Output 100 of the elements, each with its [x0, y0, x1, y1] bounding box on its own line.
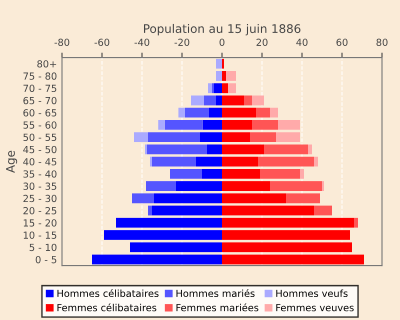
bar [200, 132, 222, 142]
y-tick-label: 10 - 15 [24, 231, 56, 239]
x-tick-label: 60 [336, 38, 348, 46]
bar [222, 218, 354, 228]
bar [222, 156, 258, 166]
bar [170, 168, 202, 179]
bar [154, 193, 222, 204]
bar [148, 206, 152, 216]
legend-label: Hommes mariés [176, 289, 255, 298]
y-tick-label: 15 - 20 [24, 219, 56, 227]
bar [222, 181, 270, 191]
legend-label: Hommes veufs [276, 290, 348, 298]
bar [222, 71, 226, 81]
x-tick-label: 0 [220, 38, 224, 46]
bar [116, 218, 222, 228]
bar [222, 83, 228, 94]
bar [134, 132, 148, 142]
bar [152, 156, 196, 166]
bar [178, 108, 185, 118]
y-tick-label: 75 - 80 [24, 72, 56, 80]
y-tick-label: 0 - 5 [36, 256, 56, 264]
x-tick-label: -40 [134, 38, 150, 46]
bar [314, 206, 332, 216]
bar [258, 156, 314, 166]
bar [222, 242, 352, 252]
bar [202, 168, 222, 179]
bar [209, 108, 222, 118]
x-tick-label: 20 [256, 38, 268, 46]
y-tick-label: 65 - 70 [23, 96, 56, 104]
bar [270, 181, 322, 191]
bar [300, 168, 304, 179]
y-tick-label: 50 - 55 [23, 134, 56, 141]
y-tick-label: 45 - 50 [23, 146, 56, 154]
bar [256, 108, 270, 118]
bar [158, 120, 165, 130]
bar [222, 96, 244, 106]
bar [354, 218, 358, 228]
bar [147, 144, 207, 154]
bar [252, 120, 278, 130]
bar [92, 254, 222, 264]
x-axis-title: Population au 15 juin 1886 [144, 24, 300, 36]
y-tick-label: 25 - 30 [23, 194, 56, 202]
bar [222, 132, 250, 142]
bar [226, 71, 236, 81]
legend-label: Hommes célibataires [57, 289, 159, 298]
y-tick-label: 20 - 25 [23, 207, 56, 214]
y-tick-label: 55 - 60 [23, 121, 56, 129]
bar [222, 254, 364, 264]
bar [185, 108, 209, 118]
bar [314, 156, 318, 166]
y-axis-title: Age [6, 150, 18, 173]
bar [278, 120, 300, 130]
legend-label: Femmes mariées [176, 303, 258, 312]
bar [222, 108, 256, 118]
bar [216, 96, 222, 106]
bar [308, 144, 312, 154]
bar [176, 181, 222, 191]
bar [164, 120, 203, 130]
bar [222, 206, 314, 216]
x-tick-label: -60 [94, 38, 110, 46]
bar [286, 193, 320, 204]
bar [270, 108, 278, 118]
bar [148, 132, 200, 142]
bar [207, 144, 222, 154]
y-tick-label: 70 - 75 [24, 84, 56, 92]
bar [222, 144, 264, 154]
y-tick-label: 40 - 45 [23, 158, 56, 166]
y-tick-label: 5 - 10 [30, 244, 56, 252]
bar [104, 230, 222, 240]
bar [196, 156, 222, 166]
bar [244, 96, 252, 106]
bar [250, 132, 276, 142]
bar [252, 96, 264, 106]
bar [214, 83, 222, 94]
bar [264, 144, 308, 154]
legend-label: Femmes célibataires [57, 303, 156, 312]
x-tick-label: 80 [376, 38, 388, 46]
bar [204, 96, 216, 106]
bar [208, 83, 212, 94]
bar [222, 168, 260, 179]
bar [222, 120, 252, 130]
y-tick-label: 35 - 40 [23, 170, 56, 178]
bar [216, 58, 222, 69]
bar [202, 120, 222, 130]
y-tick-label: 60 - 65 [23, 109, 56, 116]
bar [222, 230, 350, 240]
bar [152, 206, 222, 216]
bar [216, 71, 222, 81]
y-tick-label: 30 - 35 [23, 182, 56, 190]
bar [276, 132, 300, 142]
bar [191, 96, 204, 106]
x-tick-label: -20 [174, 38, 190, 46]
legend-label: Femmes veuves [276, 304, 354, 312]
bar [132, 193, 154, 204]
bar [260, 168, 300, 179]
x-tick-label: -80 [54, 38, 70, 46]
y-tick-label: 80+ [37, 60, 56, 68]
bar [146, 181, 176, 191]
bar [130, 242, 222, 252]
bar [228, 83, 236, 94]
